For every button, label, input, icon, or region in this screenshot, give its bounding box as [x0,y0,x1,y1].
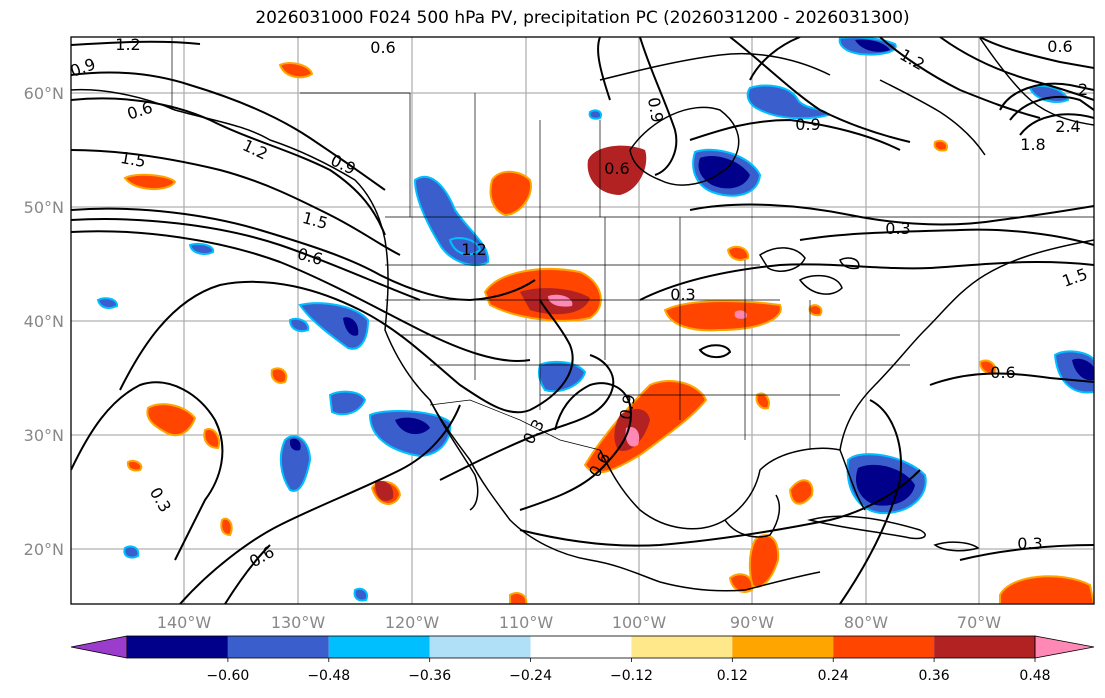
longitude-ticks: 140°W 130°W 120°W 110°W 100°W 90°W 80°W 70°W [157,613,1001,632]
colorbar: −0.60 −0.48 −0.36 −0.24 −0.12 0.12 0.24 0.36 0.4… [70,635,1095,684]
colorbar-label: 0.12 [717,668,748,684]
latitude-ticks: 60°N 50°N 40°N 30°N 20°N [24,84,64,559]
contour-label: 0.3 [670,285,695,304]
colorbar-extend-min [70,635,128,659]
lat-tick-label: 60°N [24,84,64,103]
lat-tick-label: 30°N [24,426,64,445]
colorbar-segment [934,636,1035,658]
contour-label: 1.5 [119,148,147,171]
contour-label: 1.2 [461,240,486,259]
contour-label: 1.8 [1020,135,1045,154]
lon-tick-label: 70°W [957,613,1001,632]
colorbar-segment [732,636,834,658]
colorbar-label: −0.24 [509,668,552,684]
colorbar-segment [429,636,531,658]
contour-label: 1.2 [115,35,140,54]
contour-label: 0.3 [885,219,910,238]
colorbar-segment [328,636,430,658]
colorbar-label: 0.48 [1019,668,1050,684]
contour-label: 0.9 [616,393,639,421]
colorbar-label: −0.48 [307,668,350,684]
lat-tick-label: 50°N [24,198,64,217]
lat-tick-label: 20°N [24,540,64,559]
contour-label: 0.6 [370,38,395,57]
colorbar-label: −0.36 [408,668,451,684]
lon-tick-label: 100°W [612,613,667,632]
map-title: 2026031000 F024 500 hPa PV, precipitatio… [255,8,910,28]
lon-tick-label: 140°W [157,613,212,632]
coastlines [71,37,1094,592]
contour-label: 0.3 [1017,534,1042,553]
contour-label: 0.9 [644,96,667,124]
lon-tick-label: 80°W [844,613,888,632]
colorbar-label: −0.12 [610,668,653,684]
contour-label: 0.6 [604,159,629,178]
colorbar-outline [126,635,1036,659]
contour-label: 0.9 [795,115,820,134]
lat-tick-label: 40°N [24,312,64,331]
pv-contours [71,37,1094,604]
map-border [70,36,1095,605]
colorbar-segment [227,636,329,658]
contour-label: 0.6 [1047,37,1072,56]
lon-tick-label: 110°W [499,613,554,632]
lon-tick-label: 130°W [271,613,326,632]
colorbar-segment [631,636,733,658]
lon-tick-label: 120°W [385,613,440,632]
colorbar-segment [833,636,935,658]
colorbar-extend-max [1034,635,1095,659]
contour-label: 0.6 [990,363,1015,382]
colorbar-label: 0.24 [818,668,849,684]
contour-label: 2 [1078,80,1088,99]
colorbar-label: 0.36 [919,668,950,684]
lon-tick-label: 90°W [730,613,774,632]
precipitation-shading [96,37,1094,604]
contour-label: 2.4 [1055,117,1080,136]
colorbar-segment [530,636,632,658]
colorbar-label: −0.60 [206,668,249,684]
colorbar-segment [127,636,228,658]
political-borders [171,37,1094,451]
